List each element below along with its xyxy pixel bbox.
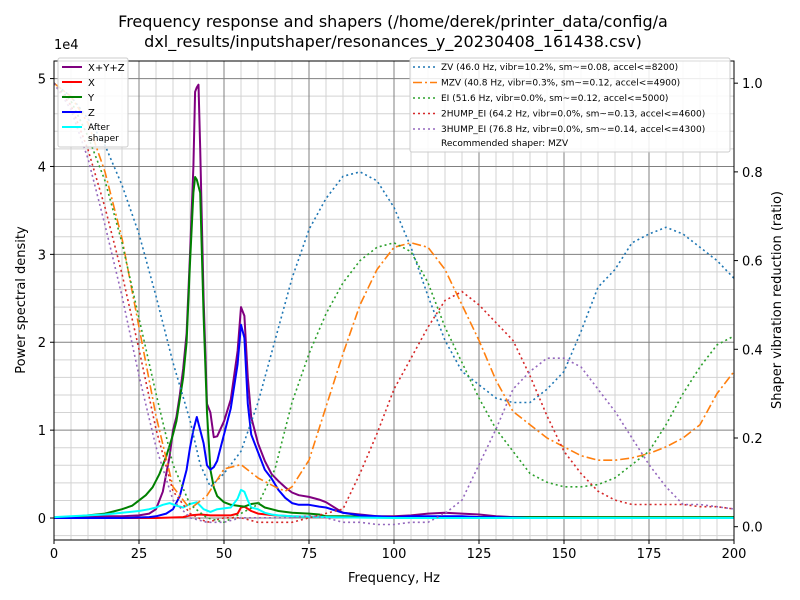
- legend-label-zv: ZV (46.0 Hz, vibr=10.2%, sm~=0.08, accel…: [441, 63, 678, 73]
- y-axis-ticks: 0 1 2 3 4 5: [38, 73, 54, 527]
- legend-recommended-shaper: Recommended shaper: MZV: [441, 139, 569, 149]
- y2-axis-label: Shaper vibration reduction (ratio): [770, 191, 785, 409]
- legend-right-frame: [409, 57, 731, 153]
- y2-axis-ticks: 0.0 0.2 0.4 0.6 0.8 1.0: [734, 77, 763, 536]
- legend-label-after-shaper: After: [88, 123, 110, 133]
- chart-title-line-2: dxl_results/inputshaper/resonances_y_202…: [144, 32, 642, 52]
- shaper-line-mzv: [54, 82, 734, 511]
- x-tick-label: 200: [722, 547, 747, 562]
- y-tick-label: 4: [38, 160, 46, 175]
- psd-line-z: [54, 323, 734, 519]
- x-tick-label: 25: [131, 547, 148, 562]
- y-tick-label: 3: [38, 248, 46, 263]
- y-tick-label: 2: [38, 336, 46, 351]
- y-tick-label: 1: [38, 424, 46, 439]
- chart-title-line-1: Frequency response and shapers (/home/de…: [118, 12, 668, 32]
- legend-label-y: Y: [87, 93, 95, 104]
- y2-tick-label: 0.2: [742, 432, 763, 447]
- shaper-line-2hump-ei: [54, 82, 734, 524]
- x-tick-label: 150: [552, 547, 577, 562]
- legend-label-after-shaper: shaper: [88, 134, 119, 144]
- legend-left-frame: [57, 57, 129, 148]
- y2-tick-label: 0.0: [742, 521, 763, 536]
- psd-lines: [54, 83, 734, 519]
- shaper-lines: [54, 82, 734, 526]
- x-tick-label: 125: [467, 547, 492, 562]
- psd-line-after-shaper: [54, 488, 734, 519]
- x-tick-label: 100: [382, 547, 407, 562]
- y-tick-label: 5: [38, 73, 46, 88]
- x-tick-label: 75: [301, 547, 318, 562]
- y2-tick-label: 0.4: [742, 343, 763, 358]
- psd-line-y: [54, 176, 734, 519]
- legend-label-x: X: [88, 78, 95, 89]
- x-axis-ticks: 0 25 50 75 100 125 150 175 200: [50, 540, 747, 562]
- legend-label-2hump-ei: 2HUMP_EI (64.2 Hz, vibr=0.0%, sm~=0.13, …: [441, 110, 705, 120]
- y2-tick-label: 0.8: [742, 166, 763, 181]
- x-tick-label: 0: [50, 547, 58, 562]
- y-tick-label: 0: [38, 512, 46, 527]
- y-offset-text: 1e4: [54, 38, 79, 53]
- legend-label-x-y-z: X+Y+Z: [88, 63, 125, 74]
- y2-tick-label: 1.0: [742, 77, 763, 92]
- y-axis-label: Power spectral density: [14, 226, 29, 374]
- legend-label-3hump-ei: 3HUMP_EI (76.8 Hz, vibr=0.0%, sm~=0.14, …: [441, 125, 705, 135]
- y2-tick-label: 0.6: [742, 255, 763, 270]
- legend-label-mzv: MZV (40.8 Hz, vibr=0.3%, sm~=0.12, accel…: [441, 79, 680, 89]
- x-axis-label: Frequency, Hz: [348, 571, 440, 586]
- legend-label-ei: EI (51.6 Hz, vibr=0.0%, sm~=0.12, accel<…: [441, 94, 668, 104]
- x-tick-label: 50: [216, 547, 233, 562]
- legend-label-z: Z: [88, 108, 95, 119]
- x-tick-label: 175: [637, 547, 662, 562]
- shaper-line-3hump-ei: [54, 82, 734, 526]
- legend-right: ZV (46.0 Hz, vibr=10.2%, sm~=0.08, accel…: [409, 57, 731, 153]
